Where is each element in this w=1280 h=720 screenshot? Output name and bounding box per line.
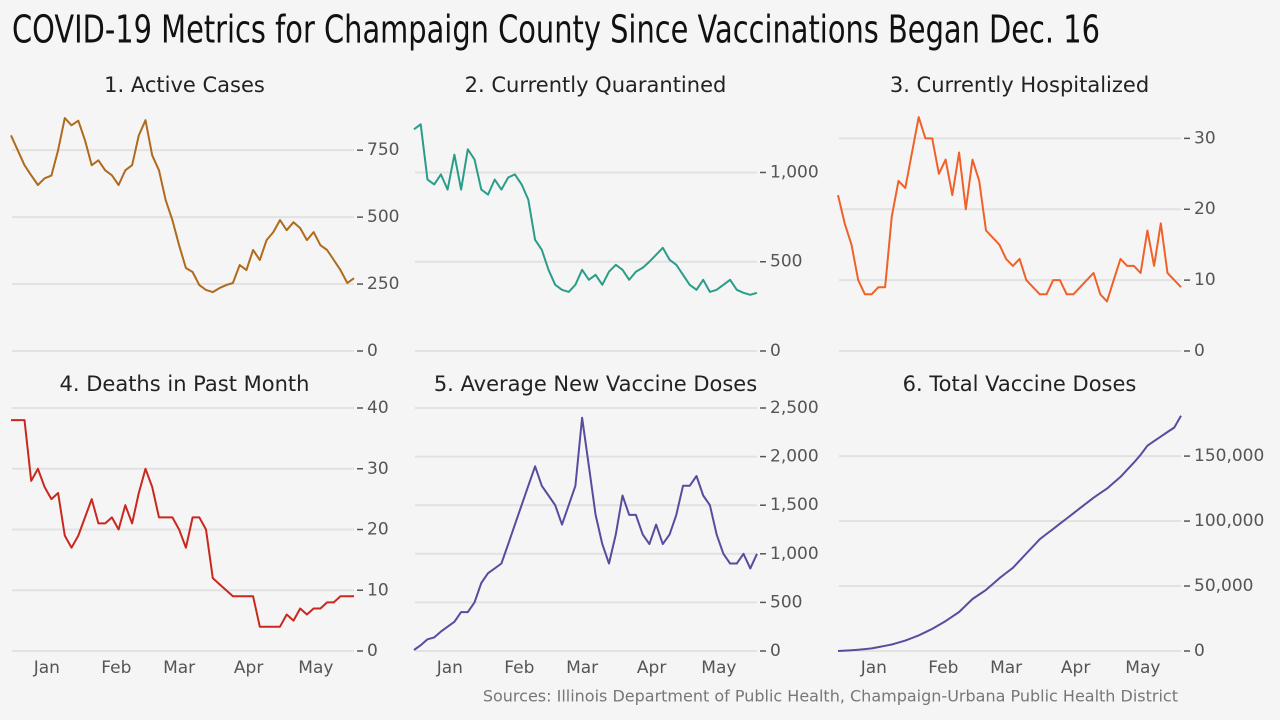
- y-tick-label: 30: [367, 459, 389, 479]
- x-tick-label: May: [298, 658, 333, 678]
- y-tick-label: 20: [367, 520, 389, 540]
- panel-title: 3. Currently Hospitalized: [890, 73, 1149, 97]
- y-tick-label: 2,000: [770, 447, 819, 467]
- x-tick-label: May: [1125, 658, 1160, 678]
- y-tick-label: 2,500: [770, 398, 819, 418]
- x-tick-label: Mar: [163, 658, 195, 678]
- y-tick-label: 0: [770, 641, 781, 661]
- y-tick-label: 0: [367, 341, 378, 361]
- x-tick-label: May: [701, 658, 736, 678]
- x-tick-label: Jan: [860, 658, 887, 678]
- y-tick-label: 750: [367, 140, 399, 160]
- panel-title: 4. Deaths in Past Month: [60, 372, 310, 396]
- x-tick-label: Jan: [33, 658, 60, 678]
- x-tick-label: Apr: [234, 658, 263, 678]
- y-tick-label: 10: [367, 580, 389, 600]
- main-title: COVID-19 Metrics for Champaign County Si…: [12, 8, 1100, 52]
- y-tick-label: 250: [367, 274, 399, 294]
- y-tick-label: 1,500: [770, 495, 819, 515]
- panel-title: 6. Total Vaccine Doses: [903, 372, 1137, 396]
- y-tick-label: 0: [367, 641, 378, 661]
- y-tick-label: 1,000: [770, 162, 819, 182]
- x-tick-label: Mar: [566, 658, 598, 678]
- y-tick-label: 1,000: [770, 544, 819, 564]
- y-tick-label: 10: [1194, 270, 1216, 290]
- x-tick-label: Feb: [928, 658, 958, 678]
- x-tick-label: Feb: [504, 658, 534, 678]
- y-tick-label: 500: [367, 207, 399, 227]
- line: [837, 116, 1182, 303]
- y-tick-label: 100,000: [1194, 511, 1264, 531]
- y-tick-label: 150,000: [1194, 446, 1264, 466]
- x-tick-label: Apr: [637, 658, 666, 678]
- line: [837, 415, 1182, 652]
- panel-title: 1. Active Cases: [104, 73, 265, 97]
- y-tick-label: 50,000: [1194, 576, 1253, 596]
- y-tick-label: 0: [770, 341, 781, 361]
- x-tick-label: Mar: [990, 658, 1022, 678]
- x-tick-label: Jan: [436, 658, 463, 678]
- line: [413, 123, 758, 296]
- y-tick-label: 0: [1194, 341, 1205, 361]
- x-tick-label: Apr: [1061, 658, 1090, 678]
- y-tick-label: 0: [1194, 641, 1205, 661]
- y-tick-label: 40: [367, 398, 389, 418]
- line: [413, 416, 758, 651]
- line: [11, 419, 354, 628]
- y-tick-label: 500: [770, 252, 802, 272]
- panel-title: 5. Average New Vaccine Doses: [434, 372, 757, 396]
- y-tick-label: 500: [770, 592, 802, 612]
- panel-title: 2. Currently Quarantined: [465, 73, 727, 97]
- y-tick-label: 20: [1194, 199, 1216, 219]
- line: [10, 117, 355, 294]
- source-note: Sources: Illinois Department of Public H…: [483, 687, 1178, 706]
- y-tick-label: 30: [1194, 128, 1216, 148]
- x-tick-label: Feb: [101, 658, 131, 678]
